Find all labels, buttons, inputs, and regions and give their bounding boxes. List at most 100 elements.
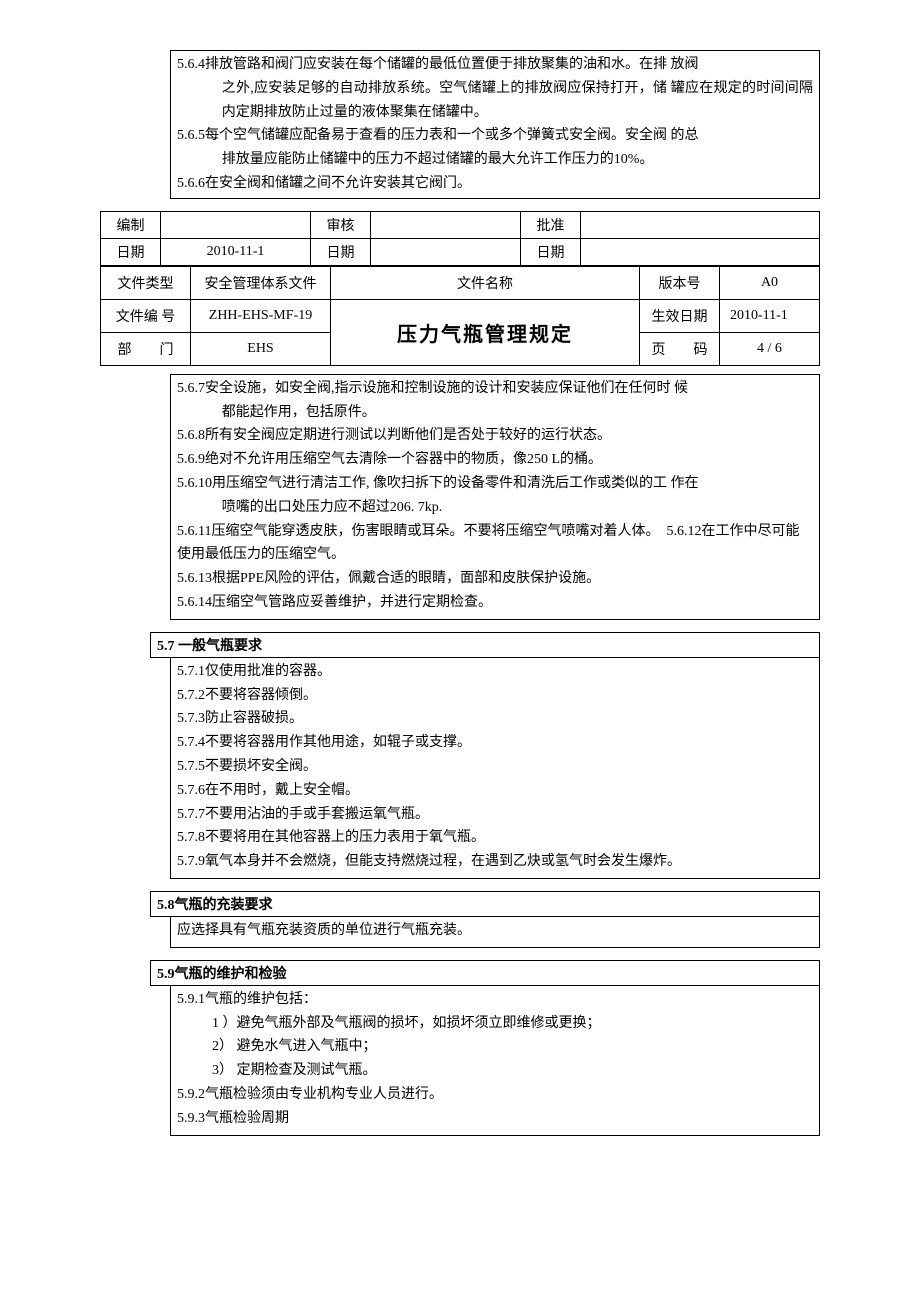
section-59-header: 5.9气瓶的维护和检验 — [150, 960, 820, 986]
item-564-head: 排放管路和阀门应安装在每个储罐的最低位置便于排放聚集的油和水。在排 放阀 — [205, 57, 699, 72]
approval-table: 编制 审核 批准 日期 2010-11-1 日期 日期 — [100, 211, 820, 266]
item-578-text: 不要将用在其他容器上的压力表用于氧气瓶。 — [205, 830, 485, 845]
dh-doc-title: 压力气瓶管理规定 — [331, 299, 640, 365]
approval-date1-label: 日期 — [101, 238, 161, 265]
item-566-text: 在安全阀和储罐之间不允许安装其它阀门。 — [205, 176, 471, 191]
approval-date3-val — [581, 238, 820, 265]
item-566: 5.6.6在安全阀和储罐之间不允许安装其它阀门。 — [177, 172, 813, 196]
dh-page-label: 页 码 — [640, 332, 720, 365]
approval-date2-val — [371, 238, 521, 265]
dh-dept-val: EHS — [191, 332, 331, 365]
item-591-sub1: 1 ）避免气瓶外部及气瓶阀的损坏，如损坏须立即维修或更换； — [177, 1012, 813, 1036]
item-565: 5.6.5每个空气储罐应配备易于查看的压力表和一个或多个弹簧式安全阀。安全阀 的… — [177, 124, 813, 172]
dh-dept-label: 部 门 — [101, 332, 191, 365]
approval-shenhe-val — [371, 211, 521, 238]
item-5614-num: 5.6.14 — [177, 595, 212, 610]
section-57-body: 5.7.1仅使用批准的容器。 5.7.2不要将容器倾倒。 5.7.3防止容器破损… — [170, 658, 820, 879]
dh-fileno-label: 文件编 号 — [101, 299, 191, 332]
block-567-5614: 5.6.7安全设施，如安全阀,指示设施和控制设施的设计和安装应保证他们在任何时 … — [170, 374, 820, 620]
section-57-header: 5.7 一般气瓶要求 — [150, 632, 820, 658]
approval-row-2: 日期 2010-11-1 日期 日期 — [101, 238, 820, 265]
item-579: 5.7.9氧气本身并不会燃烧，但能支持燃烧过程，在遇到乙炔或氢气时会发生爆炸。 — [177, 850, 813, 874]
item-572-text: 不要将容器倾倒。 — [205, 688, 317, 703]
item-567: 5.6.7安全设施，如安全阀,指示设施和控制设施的设计和安装应保证他们在任何时 … — [177, 377, 813, 425]
item-566-num: 5.6.6 — [177, 176, 205, 191]
docheader-row-1: 文件类型 安全管理体系文件 文件名称 版本号 A0 — [101, 266, 820, 299]
approval-shenhe-label: 审核 — [311, 211, 371, 238]
item-568: 5.6.8所有安全阀应定期进行测试以判断他们是否处于较好的运行状态。 — [177, 424, 813, 448]
approval-bianzhi-val — [161, 211, 311, 238]
dh-filename-label: 文件名称 — [331, 266, 640, 299]
item-5610-num: 5.6.10 — [177, 476, 212, 491]
item-568-num: 5.6.8 — [177, 428, 205, 443]
item-5611-num: 5.6.11 — [177, 524, 211, 539]
item-5613: 5.6.13根据PPE风险的评估，佩戴合适的眼睛，面部和皮肤保护设施。 — [177, 567, 813, 591]
dh-version-val: A0 — [720, 266, 820, 299]
item-571-num: 5.7.1 — [177, 664, 205, 679]
dh-effdate-val: 2010-11-1 — [720, 299, 820, 332]
dh-version-label: 版本号 — [640, 266, 720, 299]
dh-filetype-val: 安全管理体系文件 — [191, 266, 331, 299]
item-5614-text: 压缩空气管路应妥善维护，并进行定期检查。 — [212, 595, 492, 610]
item-567-cont: 都能起作用，包括原件。 — [177, 401, 813, 425]
section-59-body: 5.9.1气瓶的维护包括： 1 ）避免气瓶外部及气瓶阀的损坏，如损坏须立即维修或… — [170, 986, 820, 1136]
item-572: 5.7.2不要将容器倾倒。 — [177, 684, 813, 708]
approval-pizhun-val — [581, 211, 820, 238]
item-5614: 5.6.14压缩空气管路应妥善维护，并进行定期检查。 — [177, 591, 813, 615]
doc-header-table: 文件类型 安全管理体系文件 文件名称 版本号 A0 文件编 号 ZHH-EHS-… — [100, 266, 820, 366]
item-578-num: 5.7.8 — [177, 830, 205, 845]
item-567-head: 安全设施，如安全阀,指示设施和控制设施的设计和安装应保证他们在任何时 候 — [205, 381, 688, 396]
section-58-header: 5.8气瓶的充装要求 — [150, 891, 820, 917]
item-574-num: 5.7.4 — [177, 735, 205, 750]
item-58-body: 应选择具有气瓶充装资质的单位进行气瓶充装。 — [177, 919, 813, 943]
item-575-num: 5.7.5 — [177, 759, 205, 774]
dh-filetype-label: 文件类型 — [101, 266, 191, 299]
docheader-row-2: 文件编 号 ZHH-EHS-MF-19 压力气瓶管理规定 生效日期 2010-1… — [101, 299, 820, 332]
item-564-num: 5.6.4 — [177, 57, 205, 72]
item-564-cont: 之外,应安装足够的自动排放系统。空气储罐上的排放阀应保持打开，储 罐应在规定的时… — [177, 77, 813, 125]
item-591: 5.9.1气瓶的维护包括： — [177, 988, 813, 1012]
item-564: 5.6.4排放管路和阀门应安装在每个储罐的最低位置便于排放聚集的油和水。在排 放… — [177, 53, 813, 124]
item-592: 5.9.2气瓶检验须由专业机构专业人员进行。 — [177, 1083, 813, 1107]
item-579-num: 5.7.9 — [177, 854, 205, 869]
item-568-text: 所有安全阀应定期进行测试以判断他们是否处于较好的运行状态。 — [205, 428, 611, 443]
item-565-num: 5.6.5 — [177, 128, 205, 143]
item-569-num: 5.6.9 — [177, 452, 205, 467]
approval-date3-label: 日期 — [521, 238, 581, 265]
item-572-num: 5.7.2 — [177, 688, 205, 703]
item-575: 5.7.5不要损坏安全阀。 — [177, 755, 813, 779]
item-576: 5.7.6在不用时，戴上安全帽。 — [177, 779, 813, 803]
item-576-num: 5.7.6 — [177, 783, 205, 798]
item-573: 5.7.3防止容器破损。 — [177, 707, 813, 731]
item-593: 5.9.3气瓶检验周期 — [177, 1107, 813, 1131]
dh-effdate-label: 生效日期 — [640, 299, 720, 332]
item-5610-head: 用压缩空气进行清洁工作, 像吹扫拆下的设备零件和清洗后工作或类似的工 作在 — [212, 476, 699, 491]
approval-pizhun-label: 批准 — [521, 211, 581, 238]
item-575-text: 不要损坏安全阀。 — [205, 759, 317, 774]
approval-date1-val: 2010-11-1 — [161, 238, 311, 265]
item-579-text: 氧气本身并不会燃烧，但能支持燃烧过程，在遇到乙炔或氢气时会发生爆炸。 — [205, 854, 681, 869]
item-5613-num: 5.6.13 — [177, 571, 212, 586]
item-577-num: 5.7.7 — [177, 807, 205, 822]
item-576-text: 在不用时，戴上安全帽。 — [205, 783, 359, 798]
item-565-head: 每个空气储罐应配备易于查看的压力表和一个或多个弹簧式安全阀。安全阀 的总 — [205, 128, 699, 143]
item-591-sub3: 3） 定期检查及测试气瓶。 — [177, 1059, 813, 1083]
item-5610: 5.6.10用压缩空气进行清洁工作, 像吹扫拆下的设备零件和清洗后工作或类似的工… — [177, 472, 813, 520]
approval-date2-label: 日期 — [311, 238, 371, 265]
item-567-num: 5.6.7 — [177, 381, 205, 396]
item-569: 5.6.9绝对不允许用压缩空气去清除一个容器中的物质，像250 L的桶。 — [177, 448, 813, 472]
approval-row-1: 编制 审核 批准 — [101, 211, 820, 238]
item-571-text: 仅使用批准的容器。 — [205, 664, 331, 679]
item-574: 5.7.4不要将容器用作其他用途，如辊子或支撑。 — [177, 731, 813, 755]
item-5611: 5.6.11压缩空气能穿透皮肤，伤害眼睛或耳朵。不要将压缩空气喷嘴对着人体。 5… — [177, 520, 813, 568]
item-573-num: 5.7.3 — [177, 711, 205, 726]
item-591-sub2: 2） 避免水气进入气瓶中； — [177, 1035, 813, 1059]
block-564-566: 5.6.4排放管路和阀门应安装在每个储罐的最低位置便于排放聚集的油和水。在排 放… — [170, 50, 820, 199]
item-577-text: 不要用沾油的手或手套搬运氧气瓶。 — [205, 807, 429, 822]
dh-fileno-val: ZHH-EHS-MF-19 — [191, 299, 331, 332]
item-565-cont: 排放量应能防止储罐中的压力不超过储罐的最大允许工作压力的10%。 — [177, 148, 813, 172]
item-574-text: 不要将容器用作其他用途，如辊子或支撑。 — [205, 735, 471, 750]
item-577: 5.7.7不要用沾油的手或手套搬运氧气瓶。 — [177, 803, 813, 827]
section-58-body: 应选择具有气瓶充装资质的单位进行气瓶充装。 — [170, 917, 820, 948]
item-578: 5.7.8不要将用在其他容器上的压力表用于氧气瓶。 — [177, 826, 813, 850]
